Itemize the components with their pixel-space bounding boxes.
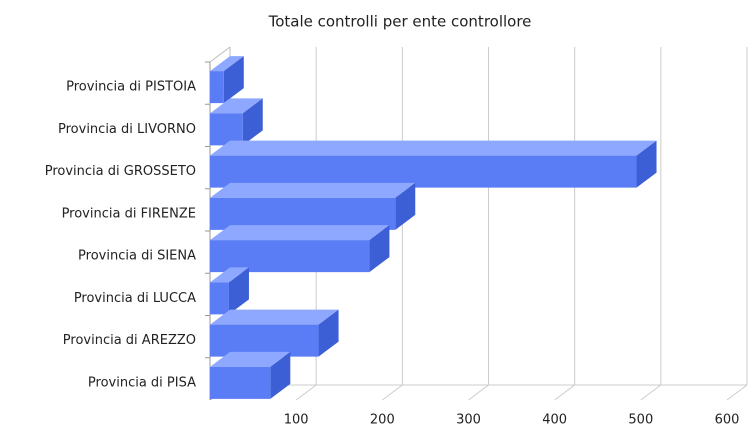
floor-grid-line bbox=[295, 384, 317, 401]
y-tick-label: Provincia di AREZZO bbox=[63, 333, 196, 348]
y-tick-label: Provincia di LUCCA bbox=[74, 291, 196, 306]
bar-top bbox=[210, 182, 416, 198]
chart-title: Totale controlli per ente controllore bbox=[268, 13, 532, 31]
bar-top bbox=[210, 98, 263, 114]
bar-top bbox=[210, 309, 339, 325]
wall-top-edge bbox=[209, 46, 231, 63]
bar bbox=[210, 71, 224, 104]
bar bbox=[210, 197, 396, 230]
bar bbox=[210, 240, 370, 273]
x-tick-label: 300 bbox=[456, 413, 481, 428]
bar bbox=[210, 324, 319, 357]
y-tick-label: Provincia di PISA bbox=[88, 375, 196, 390]
bar-top bbox=[210, 56, 244, 72]
bar-top bbox=[210, 140, 657, 156]
y-tick-label: Provincia di FIRENZE bbox=[62, 206, 196, 221]
x-tick-label: 100 bbox=[284, 413, 309, 428]
bar-side bbox=[223, 56, 244, 104]
x-tick-label: 200 bbox=[370, 413, 395, 428]
floor-grid-line bbox=[640, 384, 662, 401]
floor-grid-line bbox=[726, 384, 748, 401]
bar-side bbox=[228, 267, 249, 315]
bar bbox=[210, 113, 243, 146]
bar-top bbox=[210, 225, 390, 241]
x-tick-label: 500 bbox=[628, 413, 653, 428]
y-tick-label: Provincia di LIVORNO bbox=[58, 122, 196, 137]
x-tick-label: 600 bbox=[715, 413, 740, 428]
floor-grid-line bbox=[554, 384, 575, 401]
bar-top bbox=[210, 351, 291, 367]
bar-side bbox=[636, 140, 657, 188]
floor-grid-line bbox=[382, 384, 403, 401]
floor-grid-line bbox=[468, 384, 489, 401]
y-tick-label: Provincia di GROSSETO bbox=[45, 164, 196, 179]
bar-side bbox=[318, 309, 339, 357]
bar-side bbox=[369, 225, 390, 273]
bar-side bbox=[242, 98, 263, 146]
bar bbox=[210, 366, 271, 399]
bar-side bbox=[270, 351, 291, 399]
y-tick-label: Provincia di PISTOIA bbox=[66, 80, 196, 95]
bar-top bbox=[210, 267, 249, 283]
x-tick-label: 400 bbox=[542, 413, 567, 428]
y-tick-label: Provincia di SIENA bbox=[78, 249, 196, 264]
bar bbox=[210, 282, 229, 315]
bar-side bbox=[395, 182, 416, 230]
bar bbox=[210, 155, 637, 188]
